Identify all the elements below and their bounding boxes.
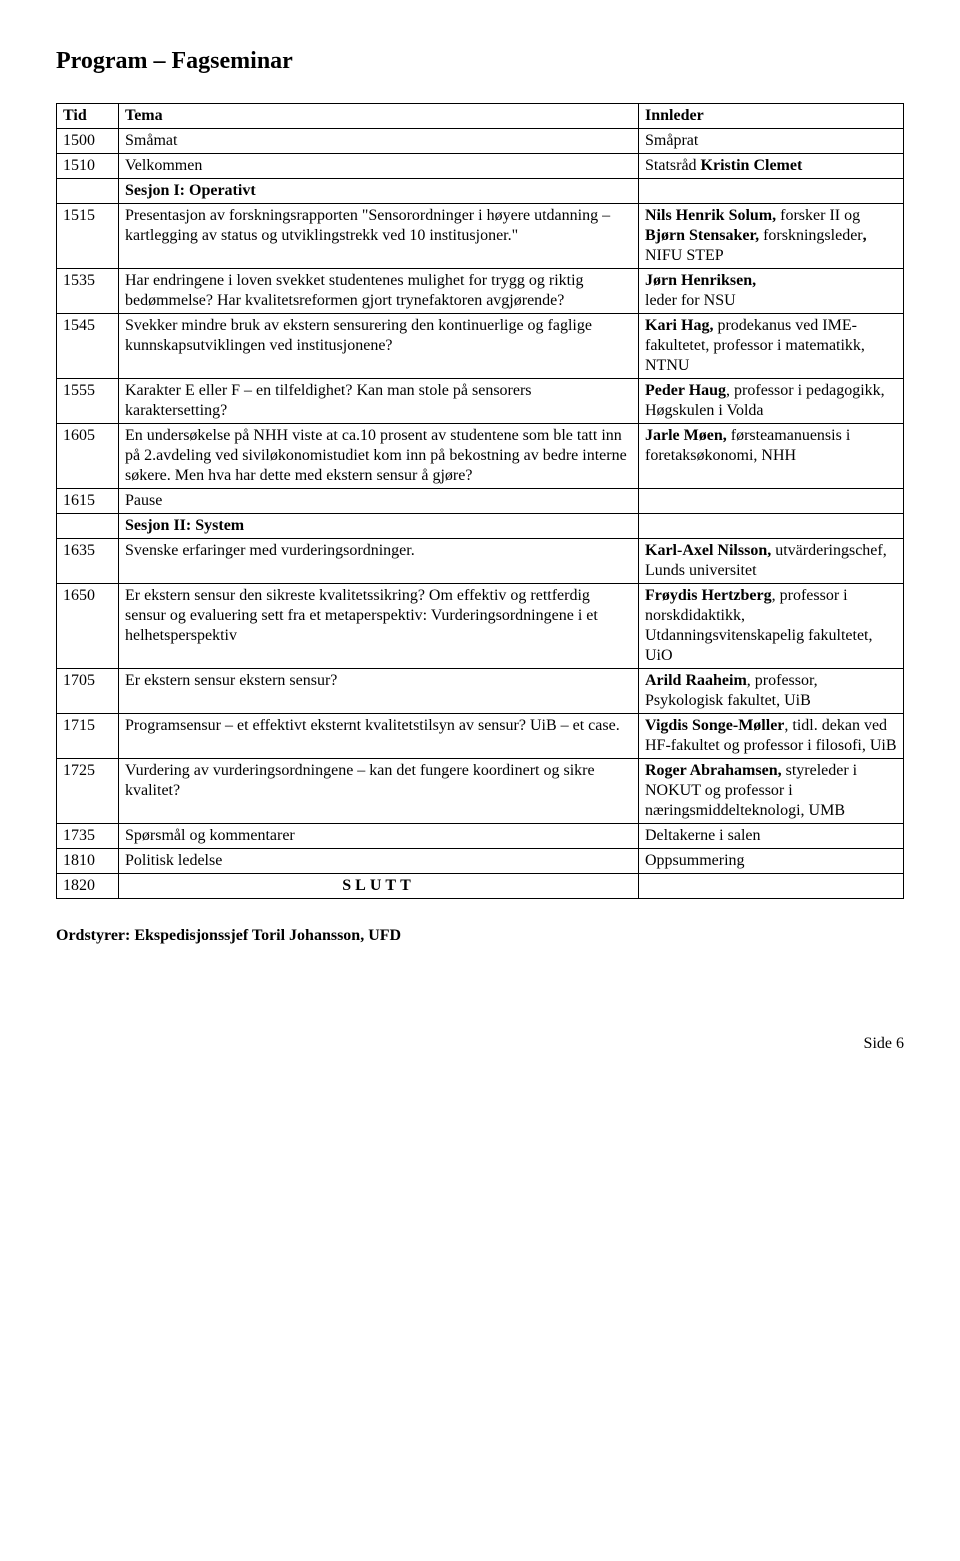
cell-tema: Karakter E eller F – en tilfeldighet? Ka… (119, 379, 639, 424)
cell-innleder (639, 489, 904, 514)
cell-innleder (639, 874, 904, 899)
table-row: 1510VelkommenStatsråd Kristin Clemet (57, 154, 904, 179)
header-tid: Tid (57, 104, 119, 129)
cell-tid: 1545 (57, 314, 119, 379)
table-row: 1555Karakter E eller F – en tilfeldighet… (57, 379, 904, 424)
cell-tema: Sesjon I: Operativt (119, 179, 639, 204)
cell-tid: 1820 (57, 874, 119, 899)
cell-tema: Velkommen (119, 154, 639, 179)
cell-innleder (639, 514, 904, 539)
table-row: 1810Politisk ledelseOppsummering (57, 849, 904, 874)
cell-innleder: Frøydis Hertzberg, professor i norskdida… (639, 584, 904, 669)
table-row: 1635Svenske erfaringer med vurderingsord… (57, 539, 904, 584)
cell-tid: 1555 (57, 379, 119, 424)
cell-tema: Svekker mindre bruk av ekstern sensureri… (119, 314, 639, 379)
cell-tid (57, 514, 119, 539)
table-row: 1605En undersøkelse på NHH viste at ca.1… (57, 424, 904, 489)
cell-innleder: Arild Raaheim, professor, Psykologisk fa… (639, 669, 904, 714)
table-row: 1705Er ekstern sensur ekstern sensur?Ari… (57, 669, 904, 714)
cell-tid: 1635 (57, 539, 119, 584)
header-tema: Tema (119, 104, 639, 129)
cell-tema: Vurdering av vurderingsordningene – kan … (119, 759, 639, 824)
cell-innleder: Kari Hag, prodekanus ved IME-fakultetet,… (639, 314, 904, 379)
table-row: 1735Spørsmål og kommentarerDeltakerne i … (57, 824, 904, 849)
cell-innleder: Peder Haug, professor i pedagogikk, Høgs… (639, 379, 904, 424)
cell-innleder: Småprat (639, 129, 904, 154)
cell-tid: 1510 (57, 154, 119, 179)
table-row: 1650Er ekstern sensur den sikreste kvali… (57, 584, 904, 669)
cell-tid: 1735 (57, 824, 119, 849)
cell-tema: Programsensur – et effektivt eksternt kv… (119, 714, 639, 759)
table-row: 1545Svekker mindre bruk av ekstern sensu… (57, 314, 904, 379)
table-row: Sesjon II: System (57, 514, 904, 539)
page-number: Side 6 (56, 1035, 904, 1053)
cell-tid (57, 179, 119, 204)
cell-tid: 1535 (57, 269, 119, 314)
cell-innleder: Nils Henrik Solum, forsker II og Bjørn S… (639, 204, 904, 269)
cell-innleder: Oppsummering (639, 849, 904, 874)
cell-innleder: Karl-Axel Nilsson, utvärderingschef, Lun… (639, 539, 904, 584)
cell-tema: Svenske erfaringer med vurderingsordning… (119, 539, 639, 584)
cell-tema: Har endringene i loven svekket studenten… (119, 269, 639, 314)
header-innleder: Innleder (639, 104, 904, 129)
cell-tema: Er ekstern sensur den sikreste kvalitets… (119, 584, 639, 669)
table-row: 1615Pause (57, 489, 904, 514)
cell-tema: Politisk ledelse (119, 849, 639, 874)
table-row: 1515Presentasjon av forskningsrapporten … (57, 204, 904, 269)
cell-innleder: Vigdis Songe-Møller, tidl. dekan ved HF-… (639, 714, 904, 759)
cell-tid: 1715 (57, 714, 119, 759)
cell-innleder: Jarle Møen, førsteamanuensis i foretaksø… (639, 424, 904, 489)
cell-tid: 1615 (57, 489, 119, 514)
cell-tid: 1650 (57, 584, 119, 669)
cell-innleder: Deltakerne i salen (639, 824, 904, 849)
cell-innleder: Jørn Henriksen,leder for NSU (639, 269, 904, 314)
cell-tid: 1810 (57, 849, 119, 874)
table-row: 1820SLUTT (57, 874, 904, 899)
cell-tid: 1515 (57, 204, 119, 269)
cell-tema: Presentasjon av forskningsrapporten "Sen… (119, 204, 639, 269)
cell-tema: Småmat (119, 129, 639, 154)
table-row: Sesjon I: Operativt (57, 179, 904, 204)
cell-tid: 1705 (57, 669, 119, 714)
cell-innleder: Statsråd Kristin Clemet (639, 154, 904, 179)
cell-innleder: Roger Abrahamsen, styreleder i NOKUT og … (639, 759, 904, 824)
table-row: 1535Har endringene i loven svekket stude… (57, 269, 904, 314)
cell-tema: Pause (119, 489, 639, 514)
cell-tema: Spørsmål og kommentarer (119, 824, 639, 849)
cell-tema: SLUTT (119, 874, 639, 899)
table-header-row: Tid Tema Innleder (57, 104, 904, 129)
cell-tema: En undersøkelse på NHH viste at ca.10 pr… (119, 424, 639, 489)
cell-tid: 1500 (57, 129, 119, 154)
cell-tema: Er ekstern sensur ekstern sensur? (119, 669, 639, 714)
program-table: Tid Tema Innleder 1500SmåmatSmåprat1510V… (56, 103, 904, 899)
cell-tid: 1605 (57, 424, 119, 489)
cell-tid: 1725 (57, 759, 119, 824)
ordstyrer-line: Ordstyrer: Ekspedisjonssjef Toril Johans… (56, 927, 904, 945)
cell-innleder (639, 179, 904, 204)
page-title: Program – Fagseminar (56, 48, 904, 75)
table-row: 1725Vurdering av vurderingsordningene – … (57, 759, 904, 824)
cell-tema: Sesjon II: System (119, 514, 639, 539)
table-row: 1500SmåmatSmåprat (57, 129, 904, 154)
table-row: 1715Programsensur – et effektivt ekstern… (57, 714, 904, 759)
